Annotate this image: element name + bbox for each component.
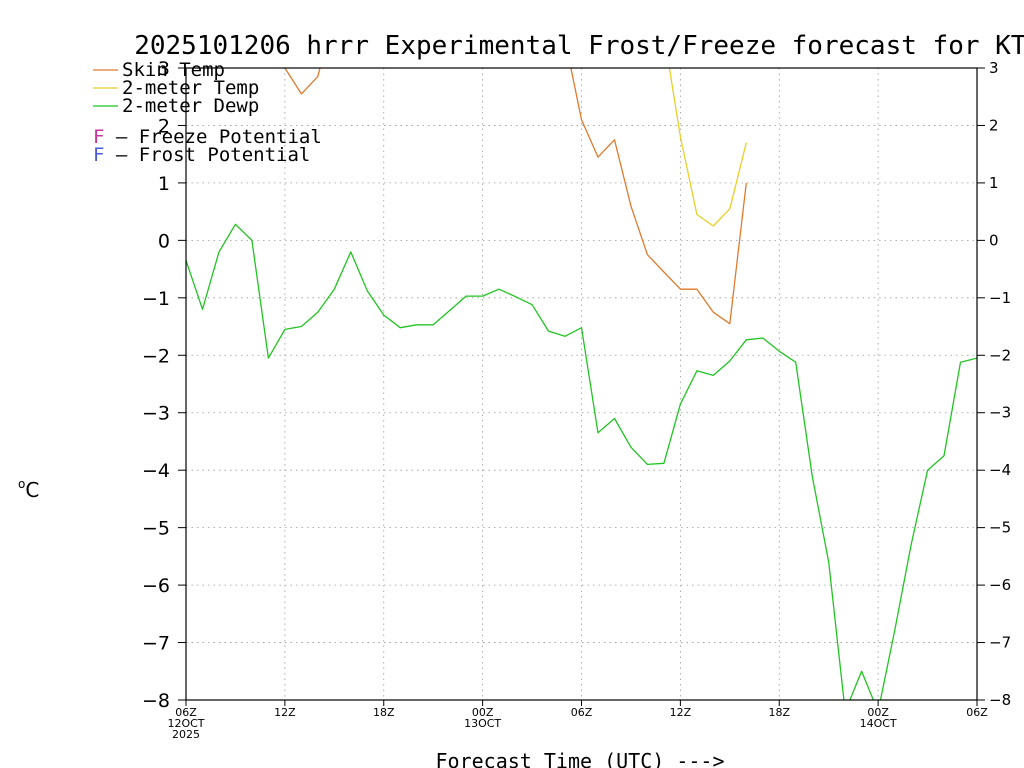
y-axis-right: 3 2 1 0 −1 −2 −3 −4 −5 −6 −7 −8 (977, 59, 1011, 709)
y-tick-label-right: −4 (989, 461, 1011, 479)
x-tick-label: 12Z (274, 706, 296, 719)
x-tick-label: 2025 (172, 728, 200, 741)
grid-lines (186, 68, 977, 700)
y-tick-label-left: −1 (142, 288, 170, 310)
y-label-degree: o (18, 477, 25, 491)
y-tick-label-right: −8 (989, 691, 1011, 709)
y-tick-label-left: 2 (158, 115, 170, 137)
y-axis-left: 3 2 1 0 −1 −2 −3 −4 −5 −6 −7 −8 (142, 58, 186, 712)
y-tick-label-left: 3 (158, 58, 170, 80)
y-label-unit: C (25, 478, 39, 502)
y-tick-label-right: 1 (989, 174, 999, 192)
y-tick-label-left: −7 (142, 633, 170, 655)
x-tick-label: 06Z (966, 706, 988, 719)
series-line-2-meter-dewp (186, 223, 977, 700)
x-tick-label: 12Z (670, 706, 692, 719)
y-tick-label-right: −6 (989, 576, 1011, 594)
annotation-symbol: F (93, 126, 104, 148)
y-tick-label-right: −1 (989, 289, 1011, 307)
y-tick-label-left: −4 (142, 460, 170, 482)
x-tick-label: 06Z (571, 706, 593, 719)
y-tick-label-right: −2 (989, 346, 1011, 364)
x-tick-label: 00Z (867, 706, 889, 719)
y-tick-label-left: −3 (142, 403, 170, 425)
annotation-text: – Frost Potential (104, 144, 310, 166)
y-tick-label-right: −7 (989, 634, 1011, 652)
x-tick-label: 18Z (768, 706, 790, 719)
x-tick-label: 18Z (373, 706, 395, 719)
y-tick-label-left: −6 (142, 575, 170, 597)
series-lines (186, 68, 977, 700)
annotation-symbol: F (93, 144, 104, 166)
series-line-skin-temp (284, 68, 747, 325)
legend-label-skin-temp: Skin Temp (122, 59, 225, 81)
x-axis-label: Forecast Time (UTC) ---> (436, 749, 725, 768)
annotation-frost-potential: F – Frost Potential (93, 144, 310, 166)
y-tick-label-left: −2 (142, 345, 170, 367)
y-tick-label-left: 0 (158, 230, 170, 252)
y-axis-label: oC (18, 477, 39, 502)
y-tick-label-left: −8 (142, 690, 170, 712)
y-tick-label-right: 0 (989, 231, 999, 249)
legend-label-2-meter-temp: 2-meter Temp (122, 77, 259, 99)
x-tick-label: 00Z (472, 706, 494, 719)
annotation-freeze-potential: F – Freeze Potential (93, 126, 322, 148)
y-tick-label-right: −3 (989, 404, 1011, 422)
y-tick-label-right: −5 (989, 519, 1011, 537)
legend-label-2-meter-dewp: 2-meter Dewp (122, 95, 259, 117)
annotation-text: – Freeze Potential (104, 126, 321, 148)
y-tick-label-left: 1 (158, 173, 170, 195)
series-clip-group (186, 68, 977, 700)
y-tick-label-right: 2 (989, 116, 999, 134)
x-tick-label: 12OCT (167, 717, 204, 730)
chart-title: 2025101206 hrrr Experimental Frost/Freez… (134, 31, 1024, 61)
x-tick-label: 14OCT (860, 717, 897, 730)
y-tick-label-left: −5 (142, 518, 170, 540)
x-tick-label: 13OCT (464, 717, 501, 730)
x-tick-label: 06Z (175, 706, 197, 719)
y-tick-label-right: 3 (989, 59, 999, 77)
